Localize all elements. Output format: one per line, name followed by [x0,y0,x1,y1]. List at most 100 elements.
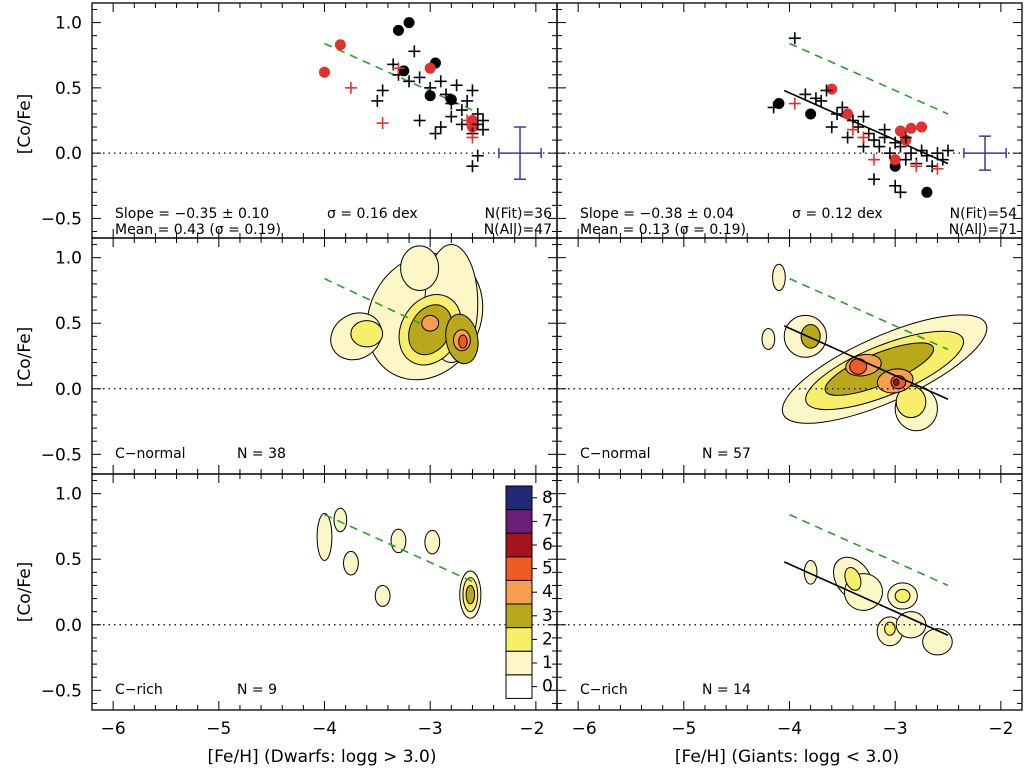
point-0-3-3 [461,114,474,127]
contour-panel5-9 [884,621,896,636]
ytick-label-0-3: 1.0 [55,14,82,34]
contour-panel4-8 [465,584,476,605]
colorbar-swatch-7 [505,509,533,534]
colorbar-label-0: 0 [542,677,553,697]
ann-mean-0: Mean = 0.43 (σ = 0.19) [115,222,281,238]
point-0-1-0 [319,66,330,78]
point-0-2-21 [371,94,384,107]
point-0-3-1 [376,117,389,130]
point-1-2-26 [841,131,854,144]
point-1-0-3 [921,186,933,198]
point-0-2-3 [424,81,437,94]
point-0-2-10 [466,84,479,97]
contour-panel4-2 [343,550,359,576]
ann-sigma-0: σ = 0.16 dex [327,206,418,222]
point-1-2-20 [920,149,933,162]
colorbar-swatch-2 [505,627,533,652]
y-axis-label-mid: [Co/Fe] [15,327,35,388]
point-1-1-1 [842,108,854,120]
point-1-2-8 [857,110,870,123]
point-0-2-16 [445,110,458,123]
point-0-1-1 [334,39,346,51]
y-axis-label-bot: [Co/Fe] [15,562,35,623]
point-1-2-10 [868,134,881,147]
point-1-2-24 [942,144,955,157]
panel-label-4: C−rich [115,682,163,698]
labels-layer: Slope = −0.35 ± 0.10 σ = 0.16 dex N(Fit)=3… [41,14,1017,739]
point-1-1-4 [916,121,928,133]
point-1-2-23 [936,153,949,166]
point-1-3-4 [931,162,944,175]
colorbar-label-7: 7 [542,511,553,531]
ann-nfit-1: N(Fit)=54 [950,206,1017,222]
point-1-3-0 [788,97,801,110]
colorbar-swatch-1 [505,650,533,676]
point-1-2-19 [915,144,928,157]
colorbar-label-3: 3 [542,606,553,626]
reference-line-1 [789,42,949,115]
point-0-2-11 [471,107,484,120]
point-0-2-8 [455,104,468,117]
xtick-label-5-1: −5 [671,719,696,739]
ann-nfit-0: N(Fit)=36 [485,206,552,222]
point-1-2-13 [883,147,896,160]
y-axis-label-top: [Co/Fe] [15,94,35,155]
colorbar-swatch-5 [505,556,533,581]
panel-count-2: N = 38 [237,446,286,462]
ann-slope-0: Slope = −0.35 ± 0.10 [115,206,269,222]
point-1-0-0 [773,98,785,110]
point-0-2-7 [450,79,463,92]
ann-mean-1: Mean = 0.13 (σ = 0.19) [580,222,746,238]
point-0-3-2 [392,62,405,75]
xtick-label-5-3: −3 [883,719,908,739]
point-1-2-27 [868,173,881,186]
colorbar-swatch-0 [505,674,533,699]
panel-count-4: N = 9 [237,682,277,698]
point-0-2-2 [413,71,426,84]
point-1-2-33 [815,94,828,107]
point-1-2-34 [825,121,838,134]
ann-sigma-1: σ = 0.12 dex [792,206,883,222]
ann-nall-0: N(All)=47 [484,222,552,238]
point-0-2-24 [466,160,479,173]
point-1-2-17 [905,147,918,160]
point-1-2-7 [852,121,865,134]
contour-panel5-7 [844,567,862,591]
colorbar-label-4: 4 [542,582,553,602]
ytick-label-2-2: 0.5 [55,314,82,334]
ytick-label-2-3: 1.0 [55,249,82,269]
point-0-0-1 [392,24,404,36]
point-0-2-22 [477,114,490,127]
ytick-label-4-1: 0.0 [55,616,82,636]
point-0-0-4 [424,90,436,102]
point-0-2-20 [376,84,389,97]
point-1-3-5 [846,123,859,136]
point-1-2-32 [899,131,912,144]
point-1-2-21 [926,160,939,173]
x-axis-label-dwarfs: [Fe/H] (Dwarfs: logg > 3.0) [208,747,437,767]
overlay-layer [92,42,1022,636]
contour-panel3-1 [761,327,776,350]
point-1-2-3 [809,92,822,105]
ytick-label-4-0: −0.5 [41,681,82,701]
frames-layer [91,2,1023,711]
point-1-0-1 [805,108,817,120]
ytick-label-4-3: 1.0 [55,485,82,505]
contour-layer [316,244,988,656]
contour-panel5-5 [922,628,953,656]
contour-panel5-0 [803,560,818,585]
point-1-2-28 [889,179,902,192]
point-1-2-1 [788,32,801,45]
ytick-label-2-1: 0.0 [55,380,82,400]
xtick-label-4-3: −3 [418,719,443,739]
colorbar-label-6: 6 [542,535,553,555]
contour-panel3-13 [893,378,900,387]
point-0-2-5 [440,88,453,101]
contour-panel3-8 [800,324,821,349]
point-1-2-4 [820,84,833,97]
contour-panel2-8 [421,314,440,332]
ytick-label-0-0: −0.5 [41,209,82,229]
point-1-1-0 [826,83,838,95]
point-0-2-9 [461,94,474,107]
point-1-2-11 [873,140,886,153]
